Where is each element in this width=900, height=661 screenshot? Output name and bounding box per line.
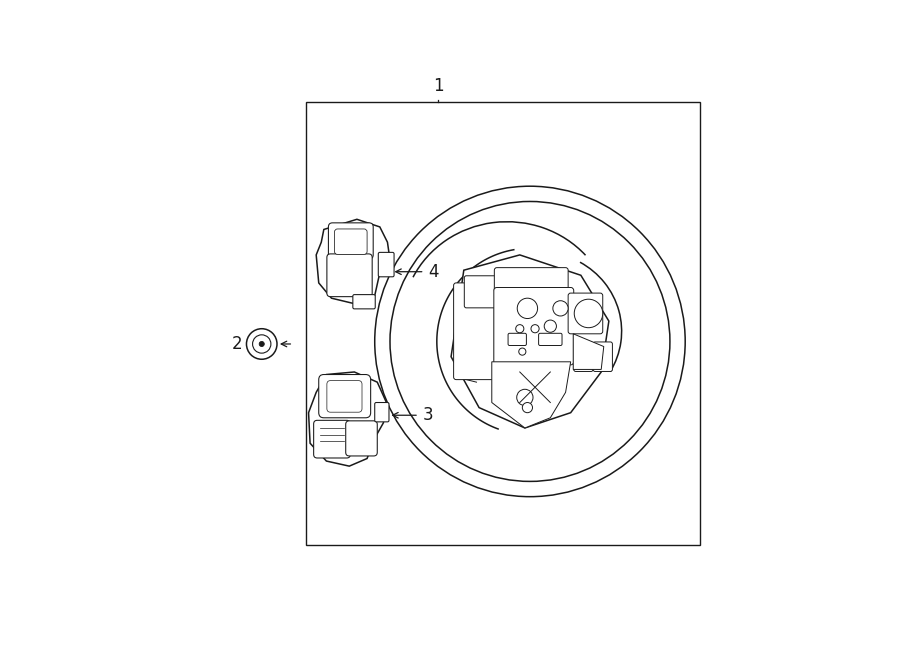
Circle shape [553, 301, 568, 316]
FancyBboxPatch shape [568, 293, 603, 334]
FancyBboxPatch shape [327, 254, 373, 297]
FancyBboxPatch shape [538, 333, 562, 346]
Polygon shape [316, 219, 390, 304]
FancyBboxPatch shape [335, 229, 367, 254]
FancyBboxPatch shape [464, 276, 501, 308]
Circle shape [518, 298, 537, 319]
Circle shape [259, 342, 265, 346]
Circle shape [247, 329, 277, 360]
Circle shape [574, 299, 603, 328]
FancyBboxPatch shape [593, 342, 612, 371]
FancyBboxPatch shape [494, 268, 568, 293]
FancyBboxPatch shape [328, 223, 374, 259]
FancyBboxPatch shape [313, 420, 350, 458]
FancyBboxPatch shape [319, 375, 371, 418]
Bar [306, 102, 700, 545]
Circle shape [253, 335, 271, 353]
Circle shape [531, 325, 539, 332]
Circle shape [544, 320, 556, 332]
Text: 4: 4 [428, 262, 439, 281]
Circle shape [516, 325, 524, 332]
FancyBboxPatch shape [353, 295, 375, 309]
FancyBboxPatch shape [508, 333, 526, 346]
Polygon shape [451, 255, 609, 428]
FancyBboxPatch shape [346, 421, 377, 456]
Circle shape [390, 202, 670, 481]
FancyBboxPatch shape [378, 253, 394, 277]
Polygon shape [491, 362, 571, 428]
FancyBboxPatch shape [374, 403, 389, 422]
Circle shape [518, 348, 526, 355]
Circle shape [522, 403, 533, 412]
Circle shape [517, 389, 533, 406]
FancyBboxPatch shape [494, 288, 573, 365]
Polygon shape [573, 334, 604, 369]
FancyBboxPatch shape [573, 342, 593, 371]
Text: 3: 3 [423, 407, 434, 424]
Polygon shape [309, 372, 386, 466]
FancyBboxPatch shape [454, 283, 494, 379]
FancyBboxPatch shape [327, 381, 362, 412]
Text: 1: 1 [433, 77, 444, 95]
Text: 2: 2 [232, 335, 242, 353]
Circle shape [374, 186, 685, 496]
